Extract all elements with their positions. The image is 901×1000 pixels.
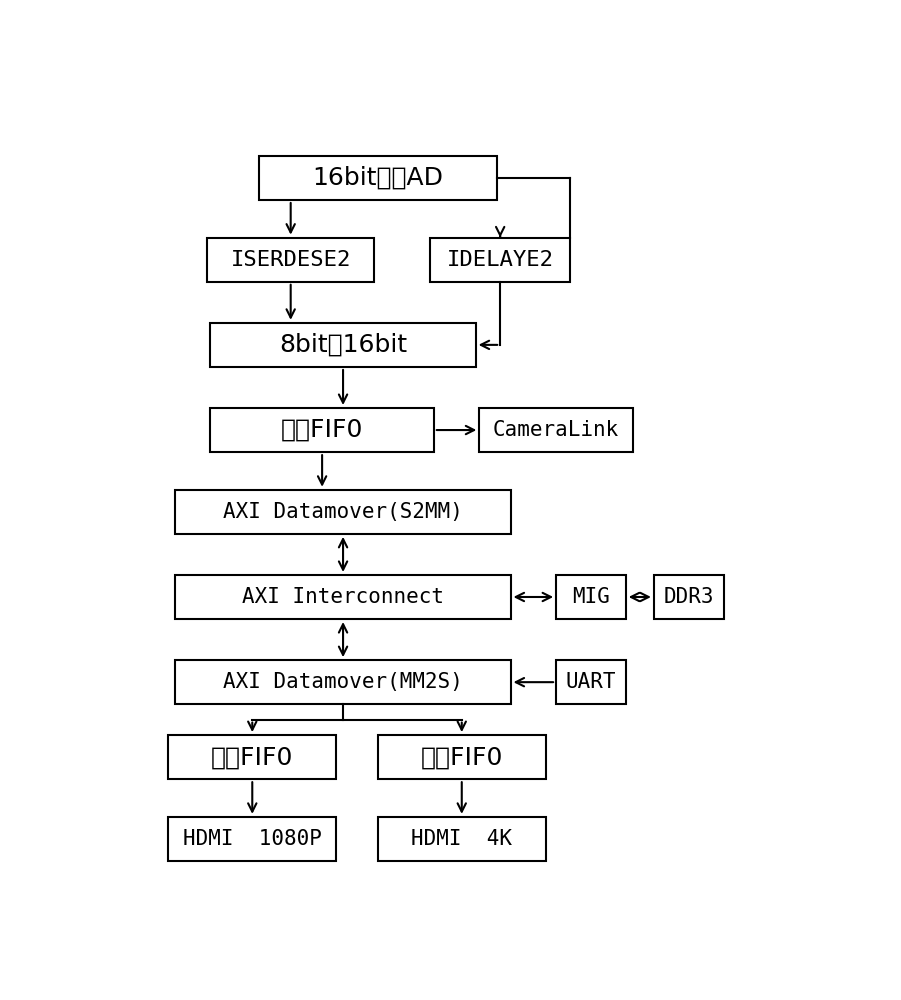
- Text: 16bit串行AD: 16bit串行AD: [313, 166, 443, 190]
- Text: AXI Datamover(S2MM): AXI Datamover(S2MM): [223, 502, 463, 522]
- Bar: [378, 735, 545, 779]
- Bar: [168, 817, 336, 861]
- Text: ISERDESE2: ISERDESE2: [231, 250, 350, 270]
- Text: 8bit转16bit: 8bit转16bit: [279, 333, 407, 357]
- Text: 异步FIF0: 异步FIF0: [281, 418, 363, 442]
- Bar: [211, 323, 476, 367]
- Text: CameraLink: CameraLink: [493, 420, 619, 440]
- Bar: [176, 490, 511, 534]
- Text: HDMI  4K: HDMI 4K: [411, 829, 513, 849]
- Bar: [168, 735, 336, 779]
- Bar: [259, 156, 496, 200]
- Bar: [378, 817, 545, 861]
- Text: DDR3: DDR3: [663, 587, 714, 607]
- Text: IDELAYE2: IDELAYE2: [447, 250, 554, 270]
- Bar: [556, 660, 626, 704]
- Bar: [176, 575, 511, 619]
- Text: UART: UART: [566, 672, 616, 692]
- Bar: [654, 575, 724, 619]
- Bar: [556, 575, 626, 619]
- Text: MIG: MIG: [572, 587, 610, 607]
- Bar: [207, 238, 375, 282]
- Text: AXI Interconnect: AXI Interconnect: [242, 587, 444, 607]
- Text: AXI Datamover(MM2S): AXI Datamover(MM2S): [223, 672, 463, 692]
- Bar: [210, 408, 433, 452]
- Text: 异步FIF0: 异步FIF0: [211, 745, 294, 769]
- Text: HDMI  1080P: HDMI 1080P: [183, 829, 322, 849]
- Bar: [176, 660, 511, 704]
- Text: 异步FIF0: 异步FIF0: [421, 745, 503, 769]
- Bar: [479, 408, 633, 452]
- Bar: [431, 238, 570, 282]
